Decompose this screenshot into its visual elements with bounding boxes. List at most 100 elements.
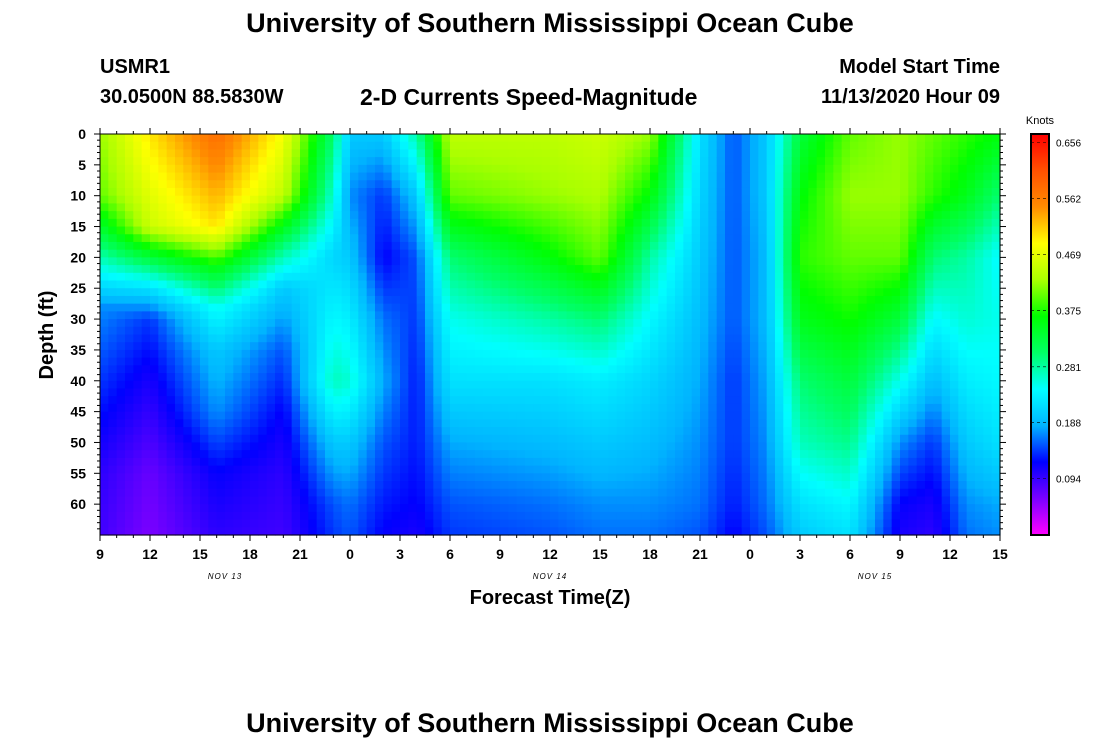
heatmap-cell bbox=[475, 187, 484, 197]
chart-title: University of Southern Mississippi Ocean… bbox=[246, 8, 854, 38]
heatmap-cell bbox=[891, 349, 901, 359]
heatmap-cell bbox=[775, 419, 784, 428]
heatmap-cell bbox=[500, 481, 509, 490]
heatmap-cell bbox=[575, 411, 584, 420]
heatmap-cell bbox=[366, 141, 376, 151]
heatmap-cell bbox=[166, 411, 176, 420]
heatmap-cell bbox=[108, 342, 118, 351]
heatmap-cell bbox=[750, 280, 759, 289]
heatmap-cell bbox=[191, 288, 201, 297]
heatmap-cell bbox=[525, 149, 534, 158]
heatmap-cell bbox=[308, 496, 318, 505]
heatmap-cell bbox=[750, 187, 759, 197]
heatmap-cell bbox=[291, 349, 301, 359]
heatmap-cell bbox=[808, 203, 818, 212]
heatmap-cell bbox=[641, 203, 651, 212]
heatmap-cell bbox=[291, 203, 301, 212]
heatmap-cell bbox=[225, 280, 234, 289]
heatmap-cell bbox=[133, 249, 143, 258]
heatmap-cell bbox=[641, 180, 651, 189]
heatmap-cell bbox=[833, 411, 843, 420]
heatmap-cell bbox=[733, 373, 743, 382]
heatmap-cell bbox=[758, 473, 768, 482]
heatmap-cell bbox=[841, 457, 851, 467]
heatmap-cell bbox=[225, 427, 234, 436]
heatmap-cell bbox=[175, 172, 184, 181]
heatmap-cell bbox=[391, 373, 401, 382]
heatmap-cell bbox=[175, 280, 184, 289]
heatmap-cell bbox=[341, 519, 351, 528]
heatmap-cell bbox=[825, 411, 834, 420]
heatmap-cell bbox=[408, 334, 418, 343]
heatmap-cell bbox=[516, 180, 526, 189]
heatmap-cell bbox=[600, 427, 609, 436]
heatmap-cell bbox=[625, 303, 634, 312]
heatmap-cell bbox=[666, 280, 676, 289]
heatmap-cell bbox=[550, 257, 559, 266]
heatmap-cell bbox=[625, 157, 634, 166]
heatmap-cell bbox=[466, 403, 476, 413]
heatmap-cell bbox=[108, 403, 118, 413]
heatmap-cell bbox=[775, 388, 784, 397]
heatmap-cell bbox=[400, 357, 409, 366]
heatmap-cell bbox=[416, 249, 426, 258]
heatmap-cell bbox=[566, 388, 576, 397]
heatmap-cell bbox=[416, 319, 426, 328]
heatmap-cell bbox=[641, 195, 651, 204]
heatmap-cell bbox=[125, 195, 134, 204]
heatmap-cell bbox=[741, 527, 751, 536]
heatmap-cell bbox=[275, 427, 284, 436]
heatmap-cell bbox=[508, 249, 518, 258]
heatmap-cell bbox=[266, 450, 276, 459]
heatmap-cell bbox=[516, 388, 526, 397]
heatmap-cell bbox=[458, 527, 468, 536]
heatmap-cell bbox=[433, 488, 443, 498]
heatmap-cell bbox=[658, 442, 668, 451]
heatmap-cell bbox=[883, 357, 893, 366]
heatmap-cell bbox=[275, 172, 284, 181]
heatmap-cell bbox=[433, 380, 443, 390]
heatmap-cell bbox=[125, 234, 134, 243]
heatmap-cell bbox=[275, 241, 284, 251]
heatmap-cell bbox=[600, 373, 609, 382]
heatmap-cell bbox=[658, 457, 668, 467]
heatmap-cell bbox=[391, 519, 401, 528]
heatmap-cell bbox=[358, 488, 368, 498]
heatmap-cell bbox=[541, 504, 551, 513]
heatmap-cell bbox=[433, 195, 443, 204]
heatmap-cell bbox=[741, 403, 751, 413]
heatmap-cell bbox=[825, 226, 834, 235]
heatmap-cell bbox=[125, 357, 134, 366]
heatmap-cell bbox=[750, 342, 759, 351]
heatmap-cell bbox=[350, 411, 359, 420]
heatmap-cell bbox=[583, 450, 593, 459]
heatmap-cell bbox=[791, 187, 801, 197]
heatmap-cell bbox=[308, 187, 318, 197]
heatmap-cell bbox=[650, 319, 659, 328]
heatmap-cell bbox=[741, 226, 751, 235]
heatmap-cell bbox=[458, 303, 468, 312]
heatmap-cell bbox=[658, 187, 668, 197]
heatmap-cell bbox=[758, 326, 768, 336]
heatmap-cell bbox=[791, 411, 801, 420]
heatmap-cell bbox=[750, 172, 759, 181]
heatmap-cell bbox=[266, 334, 276, 343]
heatmap-cell bbox=[341, 280, 351, 289]
heatmap-cell bbox=[150, 164, 159, 174]
heatmap-cell bbox=[708, 481, 718, 490]
heatmap-cell bbox=[216, 164, 226, 174]
heatmap-cell bbox=[183, 141, 193, 151]
heatmap-cell bbox=[800, 419, 809, 428]
heatmap-cell bbox=[808, 450, 818, 459]
heatmap-cell bbox=[133, 141, 143, 151]
heatmap-cell bbox=[808, 211, 818, 220]
heatmap-cell bbox=[841, 187, 851, 197]
heatmap-cell bbox=[166, 434, 176, 444]
heatmap-cell bbox=[866, 172, 876, 181]
heatmap-cell bbox=[258, 357, 268, 366]
heatmap-cell bbox=[116, 411, 126, 420]
heatmap-cell bbox=[200, 419, 209, 428]
heatmap-cell bbox=[616, 488, 626, 498]
heatmap-cell bbox=[633, 303, 643, 312]
heatmap-cell bbox=[191, 334, 201, 343]
